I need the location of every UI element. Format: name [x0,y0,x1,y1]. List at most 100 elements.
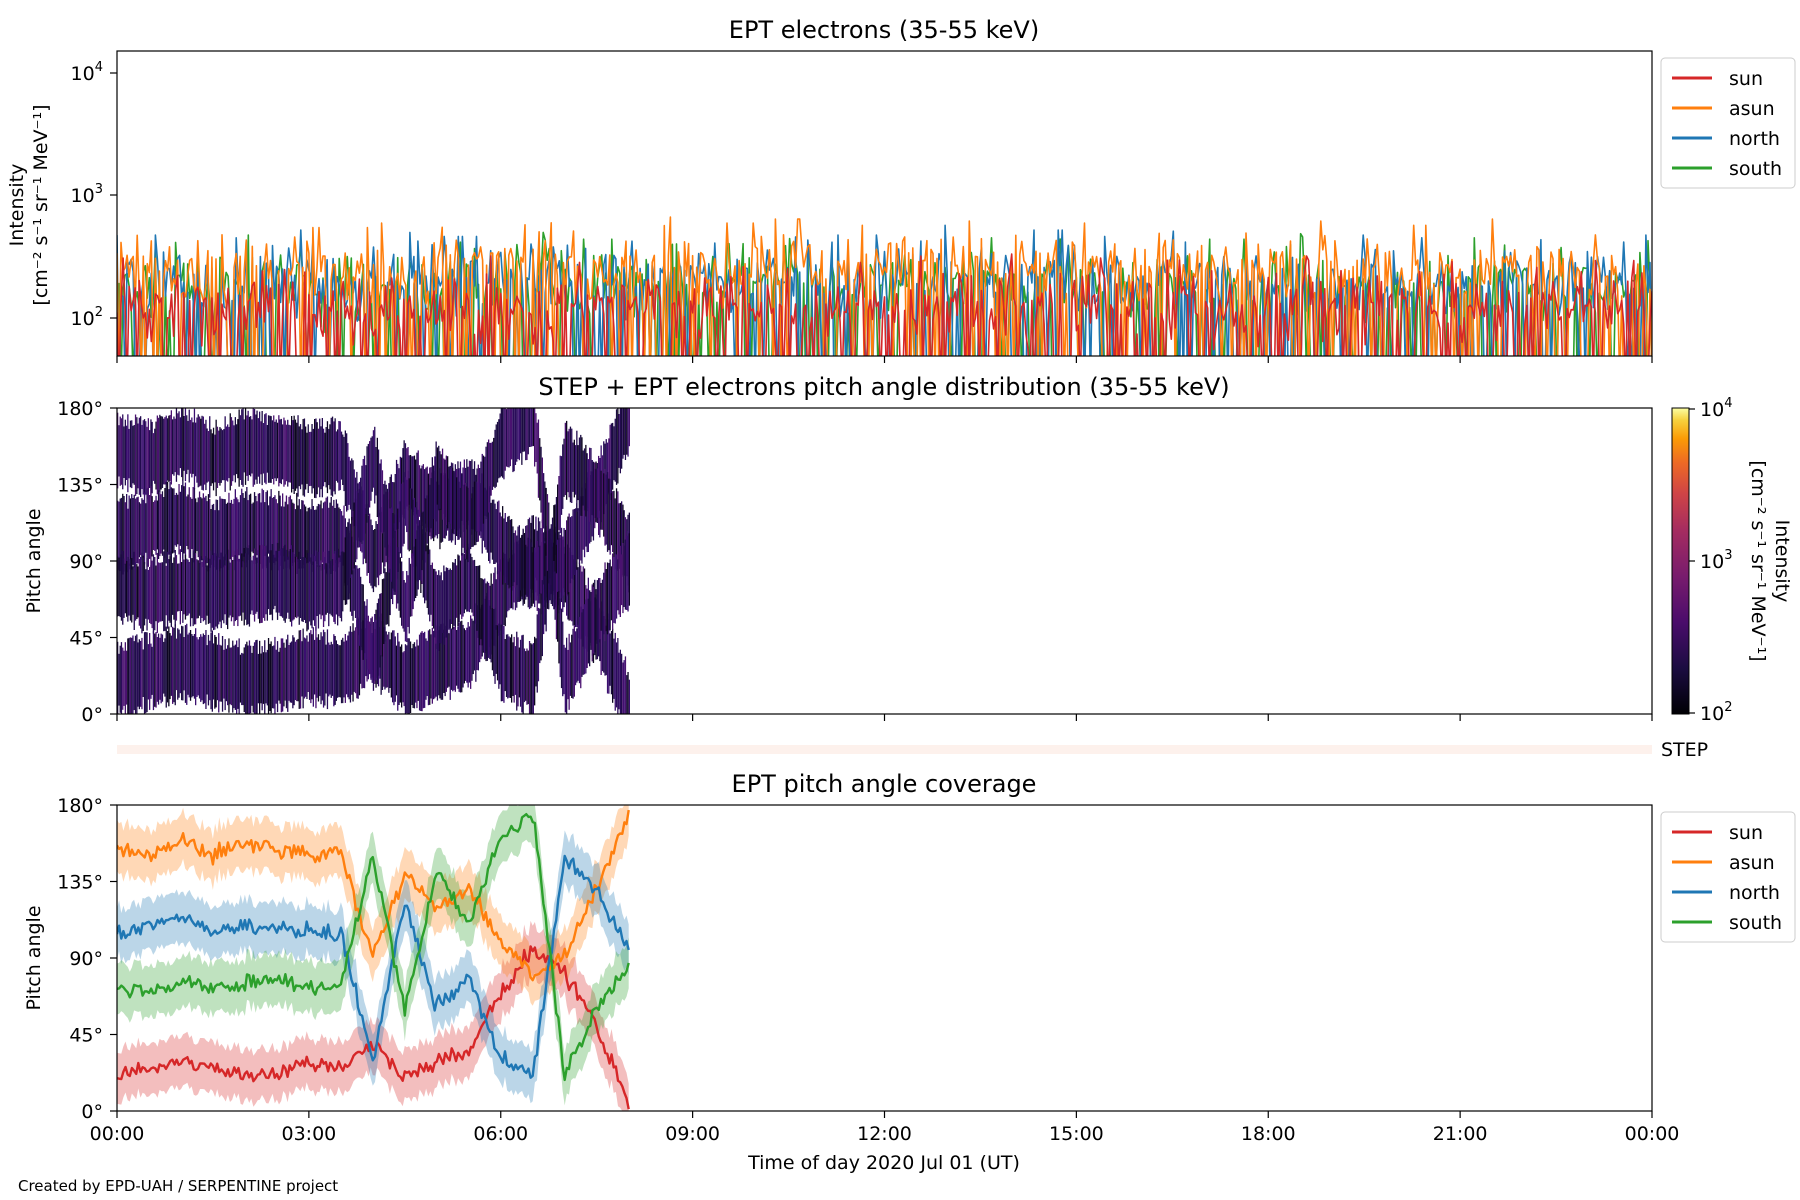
heatmap-cell [422,529,424,598]
heatmap-cell [333,553,335,622]
heatmap-cell [403,472,405,544]
heatmap-cell [366,504,368,576]
panel1-series [117,216,1652,356]
heatmap-cell [484,578,486,660]
heatmap-cell [623,545,625,607]
heatmap-cell [577,567,579,630]
heatmap-cell [209,640,211,701]
heatmap-cell [338,557,340,617]
heatmap-cell [557,484,559,540]
heatmap-cell [426,640,428,696]
heatmap-cell [200,634,202,702]
heatmap-cell [276,503,279,558]
heatmap-cell [537,419,540,498]
heatmap-cell [200,556,202,623]
heatmap-cell [303,504,306,565]
heatmap-cell [608,619,610,694]
heatmap-cell [407,575,409,627]
heatmap-cell [461,620,463,693]
colorbar: 102 103 104 Intensity [cm⁻² s⁻¹ sr⁻¹ MeV… [1671,396,1793,725]
heatmap-cell [371,436,373,492]
heatmap-cell [124,419,126,486]
heatmap-cell [516,408,518,462]
heatmap-cell [468,626,471,683]
heatmap-cell [436,447,439,505]
heatmap-cell [138,502,140,558]
heatmap-cell [224,565,226,615]
heatmap-cell [126,650,128,705]
heatmap-cell [376,437,378,517]
heatmap-cell [439,626,441,699]
heatmap-cell [377,449,380,518]
heatmap-cell [482,455,485,524]
heatmap-cell [384,480,386,548]
heatmap-cell [197,414,199,488]
heatmap-cell [429,629,431,705]
heatmap-cell [464,630,467,681]
heatmap-cell [233,645,235,709]
heatmap-cell [137,566,139,618]
heatmap-cell [403,580,405,632]
heatmap-cell [365,465,367,514]
heatmap-cell [287,419,289,487]
heatmap-cell [349,626,352,703]
heatmap-cell [440,624,442,700]
heatmap-cell [583,448,586,511]
heatmap-cell [514,530,517,588]
heatmap-cell [381,511,384,563]
heatmap-cell [461,553,463,620]
heatmap-cell [531,644,533,714]
heatmap-cell [586,453,588,512]
heatmap-cell [346,433,348,512]
heatmap-cell [212,427,215,491]
heatmap-cell [627,672,629,714]
heatmap-cell [399,646,401,703]
heatmap-cell [572,628,574,699]
panel1-ylabel-line1: Intensity [6,164,28,247]
heatmap-cell [264,414,266,483]
heatmap-cell [488,439,490,513]
heatmap-cell [183,486,185,554]
heatmap-cell [500,559,502,631]
heatmap-cell [346,640,348,695]
heatmap-cell [127,414,129,493]
heatmap-cell [202,416,204,491]
heatmap-cell [326,629,329,710]
heatmap-cell [408,557,410,634]
heatmap-cell [157,562,160,623]
heatmap-cell [315,626,317,709]
heatmap-cell [523,648,526,703]
heatmap-cell [321,418,323,498]
heatmap-cell [504,639,506,692]
heatmap-cell [453,627,455,691]
heatmap-cell [196,559,198,619]
heatmap-cell [219,559,221,622]
heatmap-cell [221,498,224,568]
heatmap-cell [251,503,253,552]
y-tick-label: 45° [69,628,103,650]
heatmap-cell [434,630,436,699]
heatmap-cell [164,550,166,631]
heatmap-cell [168,626,170,707]
heatmap-cell [424,532,426,604]
heatmap-cell [486,592,488,659]
heatmap-cell [329,644,331,695]
heatmap-cell [146,558,148,631]
heatmap-cell [567,516,569,595]
heatmap-cell [342,434,344,485]
colorbar-tick-1e2: 102 [1689,700,1732,725]
heatmap-cell [553,505,555,572]
heatmap-cell [481,578,483,646]
heatmap-cell [610,566,613,621]
heatmap-cell [370,519,372,586]
heatmap-cell [126,560,128,617]
heatmap-cell [509,519,511,588]
heatmap-cell [614,632,616,711]
heatmap-cell [581,571,583,638]
heatmap-cell [365,508,367,564]
heatmap-cell [312,627,314,707]
heatmap-cell [600,470,602,530]
panel-intensity: EPT electrons (35-55 keV) 102 103 104 In… [6,16,1796,363]
heatmap-cell [209,499,211,568]
heatmap-cell [298,426,300,487]
